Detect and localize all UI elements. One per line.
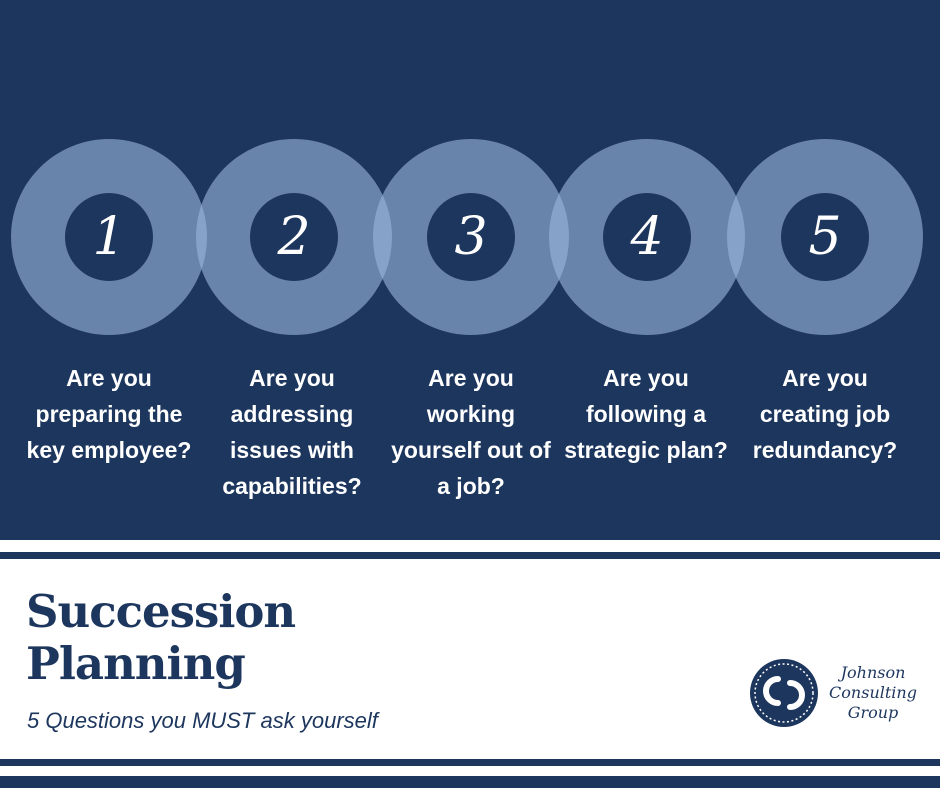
header-panel: 1 2 3 4 5 Are you preparing the key empl… — [0, 0, 940, 540]
logo-line-2: Consulting — [829, 683, 917, 702]
step-2-number: 2 — [250, 193, 338, 281]
title-line-1: Succession — [26, 585, 296, 638]
step-1-number: 1 — [65, 193, 153, 281]
title-line-2: Planning — [26, 637, 246, 690]
logo-line-3: Group — [847, 703, 899, 722]
page-title: Succession Planning — [26, 585, 296, 690]
step-1-question: Are you preparing the key employee? — [26, 365, 192, 463]
company-logo: Johnson Consulting Group — [748, 657, 928, 729]
step-5-number: 5 — [781, 193, 869, 281]
logo-emblem-icon — [750, 659, 818, 727]
step-5-question: Are you creating job redundancy? — [752, 365, 898, 463]
divider-stripe-bottom-1 — [0, 759, 940, 766]
step-3-question: Are you working yourself out of a job? — [391, 365, 551, 499]
divider-stripe-top — [0, 552, 940, 559]
step-3-number: 3 — [427, 193, 515, 281]
logo-line-1: Johnson — [840, 663, 906, 682]
logo-wordmark: Johnson Consulting Group — [818, 663, 928, 723]
page-subtitle: 5 Questions you MUST ask yourself — [27, 708, 378, 733]
step-4-question: Are you following a strategic plan? — [564, 365, 728, 463]
divider-stripe-bottom-2 — [0, 776, 940, 788]
step-2-question: Are you addressing issues with capabilit… — [222, 365, 362, 499]
step-4-number: 4 — [603, 193, 691, 281]
